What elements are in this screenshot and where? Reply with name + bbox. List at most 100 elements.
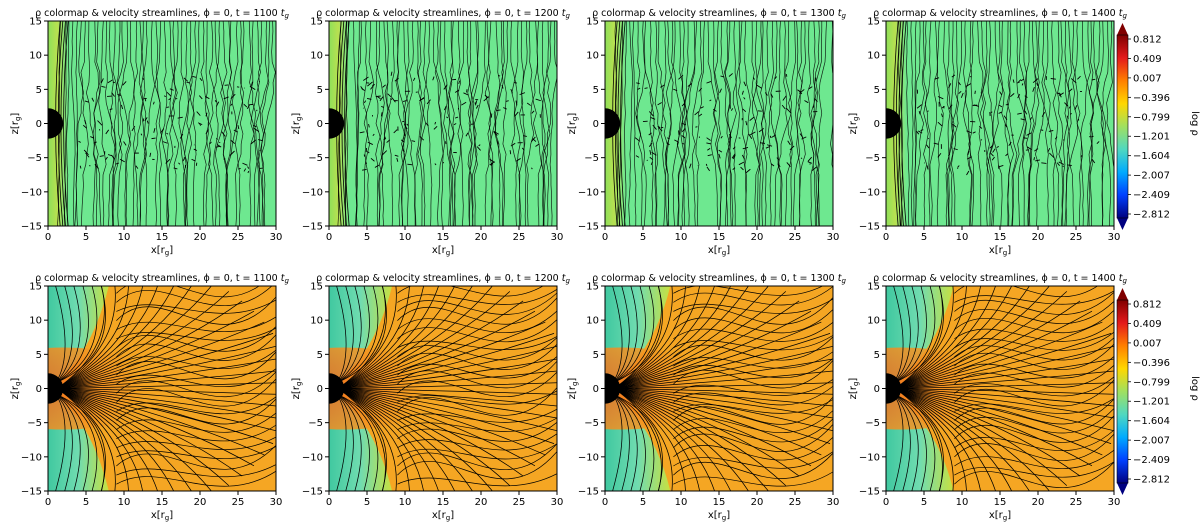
streamline	[108, 21, 121, 226]
streamline-segment	[419, 97, 425, 102]
streamline	[116, 396, 276, 415]
streamline-segment	[1064, 102, 1069, 107]
x-axis-label: x[rg]	[432, 245, 454, 257]
streamline	[929, 21, 938, 226]
x-tick-label: 10	[399, 232, 412, 243]
x-tick-label: 15	[156, 232, 169, 243]
colorbar-gradient	[1116, 299, 1129, 484]
streamline-segment	[535, 98, 541, 102]
streamline	[806, 21, 816, 226]
streamline	[337, 388, 410, 491]
streamline	[338, 382, 557, 389]
streamline-segment	[453, 123, 457, 126]
streamline-segment	[958, 90, 962, 94]
streamline	[378, 21, 389, 226]
black-hole	[605, 373, 621, 404]
streamline-segment	[216, 144, 222, 148]
streamline-segment	[393, 129, 398, 134]
streamline-segment	[144, 98, 147, 102]
streamline	[713, 21, 722, 226]
streamline	[493, 21, 504, 226]
streamline	[614, 382, 833, 389]
streamline	[1035, 21, 1045, 226]
streamline	[893, 393, 927, 491]
streamline-segment	[490, 162, 494, 166]
streamline-segment	[443, 84, 448, 90]
colorbar-gradient	[1116, 34, 1129, 219]
colorbar-tick-label: −2.409	[1133, 455, 1170, 466]
streamline-segment	[85, 152, 90, 158]
streamline-segment	[223, 158, 226, 160]
streamline	[116, 371, 276, 398]
streamline	[614, 388, 833, 432]
streamline-segment	[682, 142, 685, 145]
streamline	[214, 21, 228, 226]
streamline	[116, 296, 276, 325]
streamline-segment	[454, 89, 460, 93]
streamline	[954, 310, 1114, 334]
streamline-segment	[122, 81, 127, 86]
streamline-segment	[646, 159, 648, 161]
streamline-segment	[694, 111, 700, 116]
streamline	[894, 286, 1013, 389]
streamline-segment	[749, 131, 756, 136]
streamline-segment	[402, 149, 405, 152]
streamline	[336, 393, 370, 491]
streamline	[57, 388, 276, 407]
streamline-segment	[83, 149, 89, 156]
streamline-segment	[1070, 78, 1077, 84]
streamline	[57, 388, 274, 444]
y-tick-label: 10	[586, 51, 599, 62]
streamline	[677, 21, 696, 226]
density-field	[48, 21, 276, 226]
streamline-segment	[677, 141, 679, 146]
streamline-segment	[1017, 112, 1022, 115]
streamline	[673, 298, 833, 314]
streamline	[57, 310, 255, 389]
streamline	[752, 21, 760, 226]
streamline	[336, 286, 354, 384]
streamline	[519, 21, 527, 226]
streamline-segment	[105, 156, 108, 160]
streamline	[344, 21, 350, 226]
streamline-segment	[183, 77, 189, 82]
streamline-segment	[999, 91, 1003, 96]
streamline	[954, 429, 1114, 451]
streamline	[987, 21, 1003, 226]
x-tick-label: 10	[956, 497, 969, 508]
streamline	[657, 21, 668, 226]
streamline-segment	[1005, 103, 1009, 106]
streamline-segment	[667, 137, 670, 140]
streamline	[755, 21, 764, 226]
streamline	[397, 336, 557, 351]
streamline	[613, 286, 732, 389]
streamline	[954, 337, 1114, 361]
streamline	[612, 393, 630, 491]
streamline	[383, 21, 394, 226]
streamline	[894, 388, 1050, 491]
streamline-segment	[927, 110, 929, 112]
streamline	[923, 21, 929, 226]
streamline	[894, 286, 1050, 389]
streamline-segment	[1017, 93, 1021, 99]
streamline	[612, 393, 655, 491]
y-tick-label: −10	[859, 452, 880, 463]
colorbar-tick-label: −0.396	[1133, 358, 1170, 369]
y-axis-label: z[rg]	[10, 113, 22, 135]
streamline	[673, 297, 833, 325]
streamline-segment	[247, 170, 250, 174]
streamline-segment	[1026, 146, 1032, 150]
streamline-segment	[1089, 135, 1091, 138]
streamline	[467, 21, 479, 226]
x-tick-label: 0	[326, 497, 332, 508]
streamline	[673, 336, 833, 361]
streamline	[336, 393, 347, 491]
streamline-segment	[387, 93, 392, 98]
streamline-segment	[720, 75, 725, 78]
streamline-segment	[1077, 75, 1081, 80]
streamline	[951, 21, 959, 226]
streamline-segment	[377, 96, 381, 100]
streamline-segment	[916, 131, 920, 135]
streamline-segment	[1033, 157, 1035, 161]
streamline-segment	[258, 139, 263, 142]
